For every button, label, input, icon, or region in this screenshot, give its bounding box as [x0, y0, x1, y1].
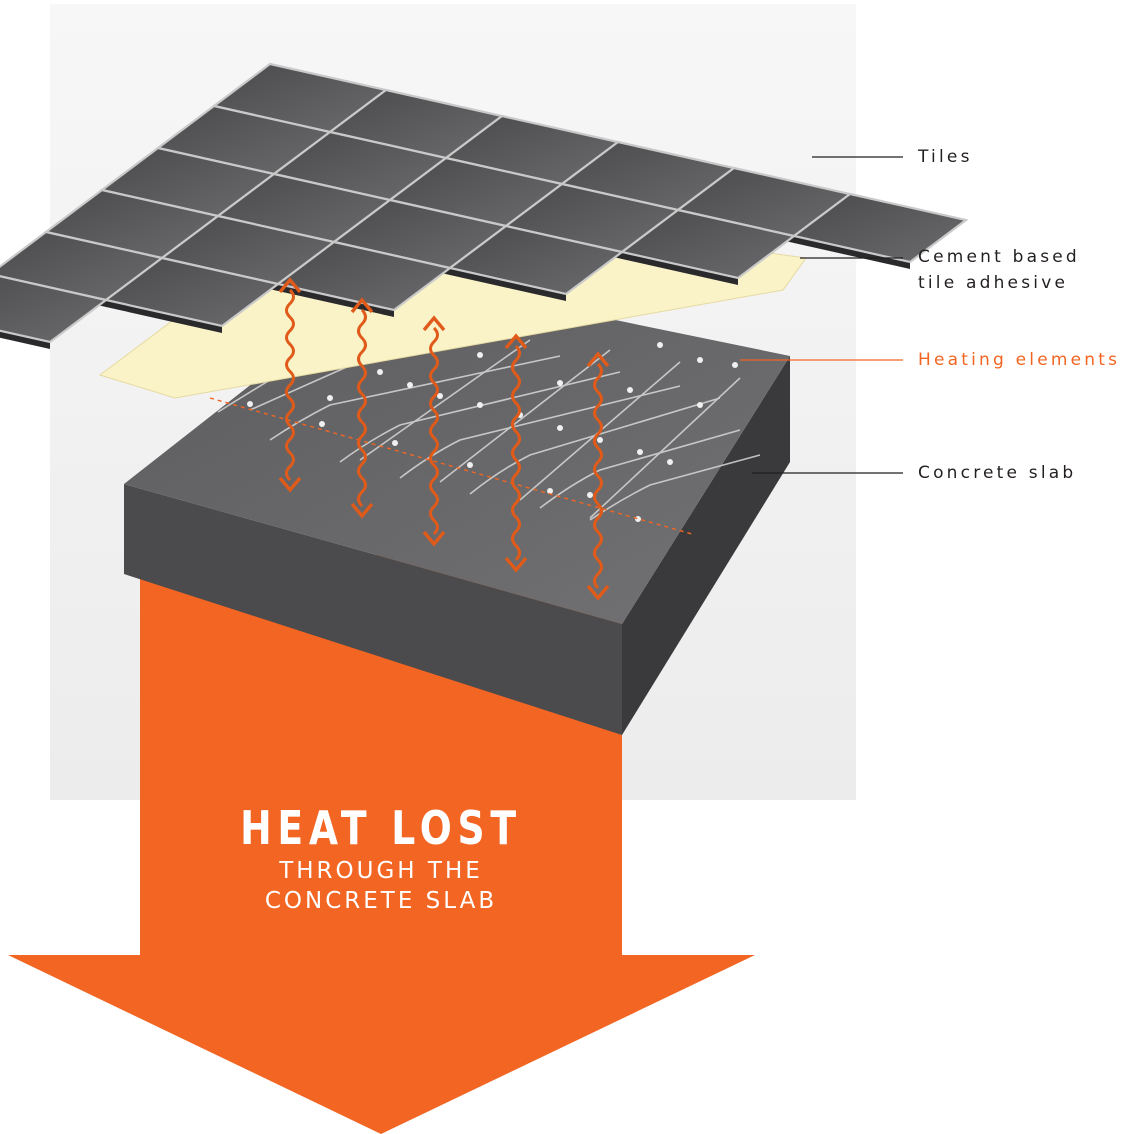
arrowhead-down	[504, 556, 528, 573]
tile	[0, 275, 109, 344]
heat-wave-line	[429, 326, 439, 536]
label-concrete-slab: Concrete slab	[918, 463, 1077, 483]
cable-dashed-line	[209, 397, 693, 535]
arrowhead-down	[350, 502, 374, 519]
heat-wave-line	[285, 288, 295, 482]
arrowhead-down	[278, 476, 302, 493]
tile	[103, 256, 281, 328]
arrowhead-up	[422, 315, 446, 332]
tile	[275, 240, 453, 312]
tile	[447, 224, 625, 296]
heat-lost-subtitle: THROUGH THE CONCRETE SLAB	[140, 856, 622, 916]
tile	[791, 192, 969, 264]
label-leader-lines	[740, 156, 903, 474]
arrowhead-down	[586, 584, 610, 601]
tile-grid	[0, 62, 969, 349]
slab-front-face	[124, 484, 622, 735]
arrowhead-down	[422, 530, 446, 547]
label-tiles: Tiles	[918, 147, 973, 167]
heat-lost-subtitle-line1: THROUGH THE	[279, 858, 483, 884]
label-tile-adhesive-line1: Cement based	[918, 247, 1080, 267]
heat-wave-line	[593, 362, 603, 590]
label-heating-elements: Heating elements	[918, 350, 1121, 370]
arrowhead-up	[586, 351, 610, 368]
heat-lost-subtitle-line2: CONCRETE SLAB	[264, 888, 498, 914]
cable-clip-dots	[247, 342, 738, 522]
slab-side-face	[622, 356, 790, 735]
heating-element-cables	[217, 329, 761, 521]
tile-edge	[450, 268, 566, 301]
tile-edge	[794, 236, 910, 269]
label-tile-adhesive-line2: tile adhesive	[918, 273, 1069, 293]
tile	[619, 208, 797, 280]
label-tile-adhesive: Cement based tile adhesive	[918, 244, 1080, 296]
tile-edge	[0, 330, 50, 349]
tile-edge	[622, 252, 738, 285]
heat-arrows	[278, 277, 610, 601]
heat-lost-title: HEAT LOST	[240, 801, 522, 855]
arrowhead-up	[278, 277, 302, 294]
tile-edge	[106, 300, 222, 333]
heat-wave-line	[357, 308, 367, 508]
tile-edge	[278, 284, 394, 317]
arrowhead-up	[504, 333, 528, 350]
heat-wave-line	[511, 344, 521, 562]
arrowhead-up	[350, 297, 374, 314]
